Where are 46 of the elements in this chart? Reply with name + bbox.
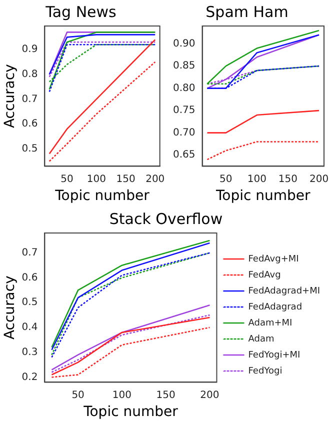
x-tick-label: 200 bbox=[146, 174, 165, 185]
y-tick-label: 0.6 bbox=[22, 272, 38, 284]
legend-label: Adam bbox=[248, 334, 274, 344]
y-tick-label: 0.2 bbox=[22, 372, 38, 383]
y-tick-label: 0.5 bbox=[22, 143, 38, 154]
y-tick-label: 0.65 bbox=[173, 150, 196, 161]
legend-label: FedYogi bbox=[248, 366, 282, 376]
x-tick-label: 200 bbox=[200, 390, 220, 401]
chart-title: Tag News bbox=[44, 2, 117, 21]
chart-title: Spam Ham bbox=[206, 2, 288, 21]
y-tick-label: 0.6 bbox=[22, 118, 38, 130]
x-tick-label: 150 bbox=[116, 174, 136, 185]
y-tick-label: 0.8 bbox=[22, 68, 38, 80]
legend-label: Adam+MI bbox=[248, 318, 292, 328]
legend-label: FedAvg+MI bbox=[248, 254, 299, 264]
x-axis-title: Topic number bbox=[214, 188, 311, 204]
x-axis-title: Topic number bbox=[82, 404, 178, 420]
y-tick-label: 0.9 bbox=[22, 44, 38, 56]
x-tick-label: 50 bbox=[220, 174, 232, 185]
y-tick-label: 0.75 bbox=[173, 105, 196, 116]
legend-label: FedYogi+MI bbox=[248, 350, 300, 360]
y-tick-label: 0.7 bbox=[22, 94, 38, 105]
y-axis-title: Accuracy bbox=[2, 276, 18, 340]
y-tick-label: 0.7 bbox=[22, 247, 38, 258]
y-tick-label: 0.85 bbox=[173, 60, 196, 72]
legend-label: FedAvg bbox=[248, 270, 281, 280]
x-tick-label: 100 bbox=[247, 174, 266, 185]
y-tick-label: 0.4 bbox=[22, 322, 38, 334]
legend-label: FedAdagrad bbox=[248, 302, 302, 312]
x-tick-label: 150 bbox=[278, 174, 298, 185]
x-axis-title: Topic number bbox=[54, 188, 150, 204]
line-series bbox=[48, 61, 156, 162]
x-tick-label: 100 bbox=[86, 174, 106, 185]
y-tick-label: 0.70 bbox=[173, 127, 196, 138]
y-tick-label: 0.5 bbox=[22, 297, 38, 308]
y-tick-label: 0.3 bbox=[22, 346, 38, 358]
x-tick-label: 200 bbox=[309, 174, 329, 185]
x-tick-label: 50 bbox=[60, 174, 74, 185]
x-tick-label: 100 bbox=[112, 390, 132, 401]
chart-title: Stack Overflow bbox=[109, 210, 223, 228]
y-tick-label: 0.80 bbox=[173, 82, 196, 94]
legend-label: FedAdagrad+MI bbox=[248, 286, 320, 296]
x-tick-label: 150 bbox=[156, 390, 176, 401]
y-tick-label: 0.90 bbox=[173, 38, 196, 50]
x-tick-label: 50 bbox=[72, 390, 84, 401]
y-axis-title: Accuracy bbox=[2, 64, 18, 128]
